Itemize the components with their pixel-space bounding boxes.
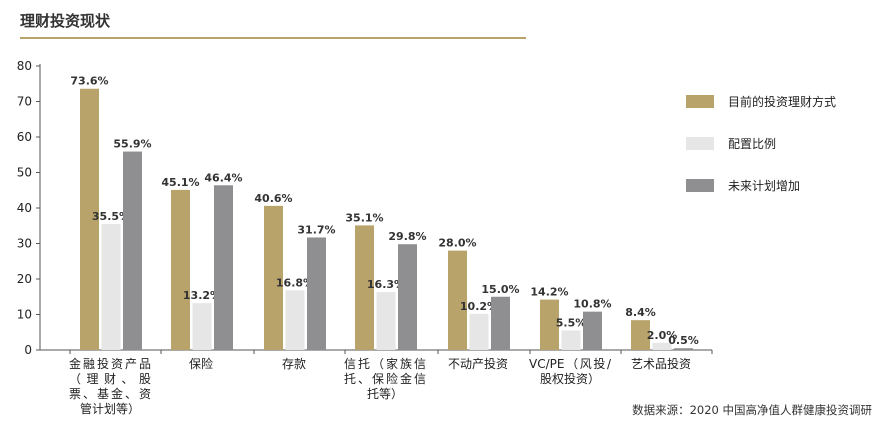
- bar-2: [101, 223, 121, 350]
- legend-label: 目前的投资理财方式: [728, 94, 836, 109]
- data-label: 73.6%: [70, 75, 108, 88]
- bar-1: [264, 205, 283, 350]
- bar-1: [355, 225, 374, 350]
- y-tick-label: 40: [17, 201, 32, 215]
- data-source-note: 数据来源：2020 中国高净值人群健康投资调研: [632, 403, 872, 417]
- legend-swatch: [686, 179, 714, 192]
- y-tick-label: 60: [17, 130, 32, 144]
- bar-3: [674, 348, 693, 350]
- bar-1: [631, 320, 650, 350]
- bar-3: [583, 311, 602, 350]
- bar-2: [561, 330, 581, 350]
- legend-label: 配置比例: [728, 137, 776, 151]
- bar-2: [376, 292, 396, 350]
- y-tick-label: 30: [17, 237, 32, 251]
- category-label: VC/PE（风投/股权投资）: [529, 357, 611, 386]
- y-tick-label: 20: [17, 272, 32, 286]
- data-label: 45.1%: [161, 176, 199, 189]
- data-label: 5.5%: [556, 316, 587, 329]
- bar-1: [540, 299, 559, 350]
- data-label: 2.0%: [647, 329, 678, 342]
- data-label: 35.1%: [345, 211, 383, 224]
- category-label: 不动产投资: [447, 357, 508, 371]
- title-underline: [20, 37, 526, 39]
- data-label: 0.5%: [668, 334, 699, 347]
- page-title: 理财投资现状: [20, 12, 111, 30]
- category-label: 艺术品投资: [630, 357, 691, 371]
- bar-3: [398, 244, 417, 350]
- data-label: 46.4%: [204, 171, 242, 184]
- y-tick-label: 80: [17, 59, 32, 73]
- category-label: 存款: [281, 357, 306, 371]
- bar-1: [171, 189, 190, 350]
- y-tick-label: 10: [17, 308, 32, 322]
- data-label: 10.8%: [573, 298, 611, 311]
- bar-1: [80, 88, 99, 350]
- data-label: 16.3%: [367, 278, 405, 291]
- data-label: 10.2%: [460, 300, 498, 313]
- y-tick-label: 50: [17, 166, 32, 180]
- data-label: 40.6%: [254, 192, 292, 205]
- data-label: 15.0%: [481, 283, 519, 296]
- legend-label: 未来计划增加: [728, 179, 800, 193]
- bar-3: [123, 151, 142, 350]
- y-tick-label: 0: [24, 343, 32, 357]
- y-tick-label: 70: [17, 95, 32, 109]
- legend-swatch: [686, 95, 714, 108]
- data-label: 29.8%: [388, 230, 426, 243]
- category-label: 金融投资产品（理财、股票、基金、资管计划等）: [69, 357, 151, 416]
- data-label: 14.2%: [530, 286, 568, 299]
- data-label: 28.0%: [438, 237, 476, 250]
- bar-2: [192, 303, 212, 350]
- category-label: 信托（家族信托、保险金信托等）: [344, 357, 426, 401]
- data-label: 35.5%: [92, 210, 130, 223]
- data-label: 16.8%: [276, 276, 314, 289]
- bar-3: [491, 296, 510, 350]
- data-label: 8.4%: [625, 306, 656, 319]
- bar-1: [448, 250, 467, 350]
- bar-2: [652, 342, 672, 350]
- category-label: 保险: [188, 357, 213, 371]
- bar-3: [307, 237, 326, 350]
- bar-3: [214, 185, 233, 350]
- bar-2: [285, 290, 305, 350]
- data-label: 31.7%: [297, 223, 335, 236]
- data-label: 55.9%: [113, 138, 151, 151]
- bar-2: [469, 313, 489, 350]
- data-label: 13.2%: [183, 289, 221, 302]
- legend-swatch: [686, 137, 714, 150]
